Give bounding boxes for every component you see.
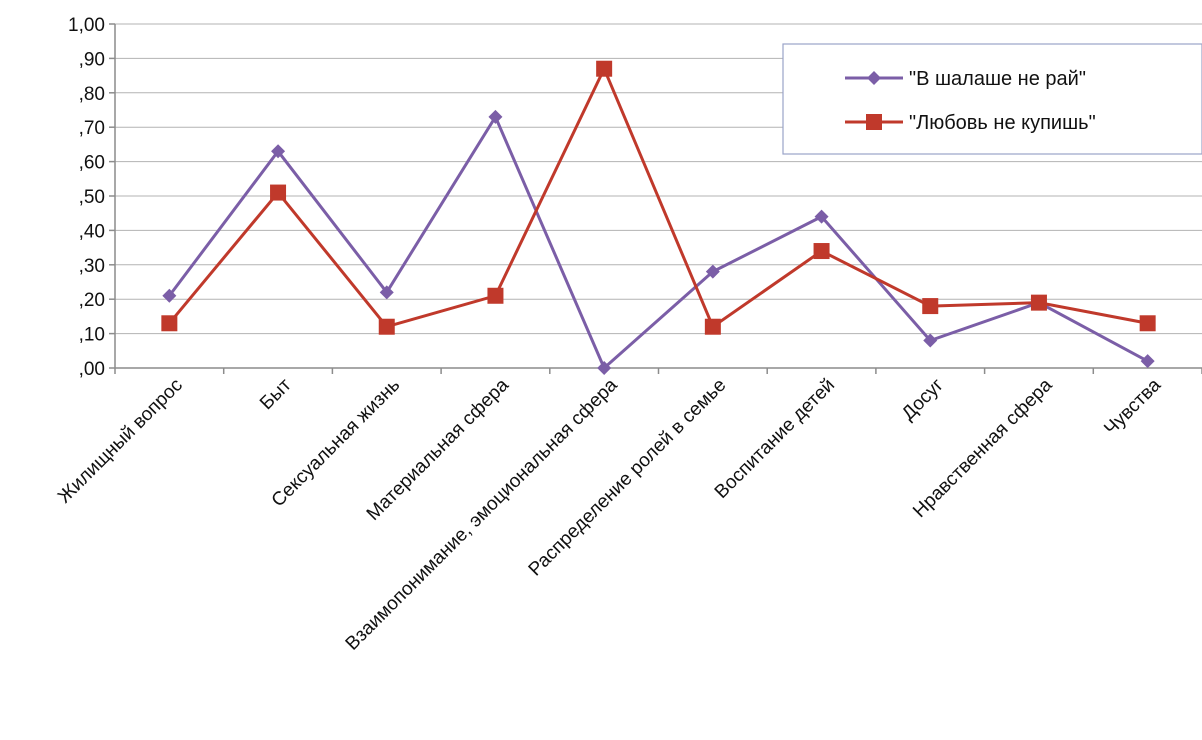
x-category-label: Досуг (898, 375, 948, 425)
series-1-point (705, 264, 720, 279)
y-tick-label: ,20 (79, 290, 105, 311)
series-lines (161, 60, 1156, 375)
series-1-point (379, 285, 394, 300)
series-line-1 (168, 113, 1149, 371)
legend-label: "В шалаше не рай" (909, 68, 1086, 90)
legend: "В шалаше не рай" "Любовь не купишь" (782, 43, 1202, 155)
x-category-label: Жилищный вопрос (54, 375, 187, 508)
x-category-label: Чувства (1100, 374, 1165, 439)
series-2-point (704, 318, 721, 335)
y-tick-label: ,80 (79, 84, 105, 105)
series-2-point (487, 287, 504, 304)
y-tick-label: ,30 (79, 256, 105, 277)
series-2-point (161, 315, 178, 332)
series-2-point (1030, 294, 1047, 311)
y-tick-label: ,40 (79, 221, 105, 242)
series-1-point (488, 109, 503, 124)
series-2-point (378, 318, 395, 335)
y-tick-label: ,70 (79, 118, 105, 139)
series-2-point (922, 298, 939, 315)
x-category-label: Воспитание детей (711, 375, 839, 503)
series-1-point (597, 361, 612, 375)
series-2-point (813, 243, 830, 260)
y-tick-label: ,60 (79, 153, 105, 174)
y-tick-label: ,90 (79, 49, 105, 70)
y-tick-label: ,10 (79, 325, 105, 346)
y-axis-tick-labels: ,00 ,10 ,20 ,30 ,40 ,50 ,60 ,70 ,80 ,90 1,00 (68, 15, 105, 380)
legend-box (782, 43, 1202, 155)
series-1-point (923, 333, 938, 348)
x-category-label: Быт (256, 374, 296, 414)
legend-marker (867, 71, 881, 85)
legend-label: "Любовь не купишь" (909, 112, 1096, 134)
series-line-2 (168, 65, 1148, 330)
axes (109, 23, 1202, 374)
y-tick-label: ,00 (79, 359, 105, 380)
series-2-point (270, 184, 287, 201)
series-1-point (162, 288, 177, 303)
series-1-point (1140, 354, 1155, 369)
y-tick-label: ,50 (79, 187, 105, 208)
legend-marker (866, 114, 882, 130)
series-2-point (1139, 315, 1156, 332)
series-1-point (814, 209, 829, 224)
series-1-point (271, 144, 286, 159)
series-2-point (596, 60, 613, 77)
x-category-label: Распределение ролей в семье (525, 375, 731, 581)
y-tick-label: 1,00 (68, 15, 105, 36)
